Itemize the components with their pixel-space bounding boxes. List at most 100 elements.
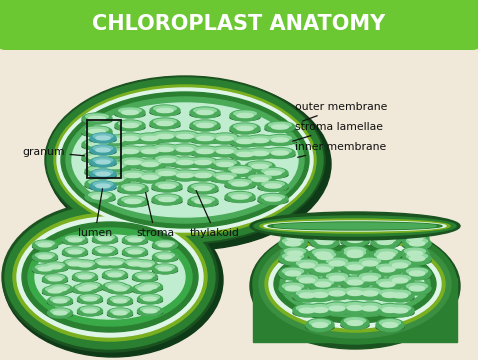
Ellipse shape [315, 267, 331, 272]
Ellipse shape [152, 194, 182, 205]
Ellipse shape [96, 160, 110, 164]
Ellipse shape [376, 294, 404, 301]
Ellipse shape [341, 302, 369, 315]
Ellipse shape [47, 308, 73, 318]
Ellipse shape [89, 129, 105, 134]
Ellipse shape [107, 177, 123, 181]
Ellipse shape [86, 153, 108, 158]
Ellipse shape [195, 186, 211, 190]
Ellipse shape [380, 305, 401, 311]
Ellipse shape [154, 106, 176, 111]
Ellipse shape [152, 252, 177, 262]
Ellipse shape [258, 167, 288, 179]
Ellipse shape [287, 251, 303, 256]
Ellipse shape [252, 165, 268, 168]
Ellipse shape [232, 169, 248, 173]
Ellipse shape [197, 136, 213, 141]
Ellipse shape [341, 276, 369, 289]
Ellipse shape [154, 132, 176, 137]
Ellipse shape [93, 146, 113, 150]
Ellipse shape [195, 161, 211, 165]
Ellipse shape [73, 272, 98, 282]
Ellipse shape [249, 175, 271, 180]
Ellipse shape [299, 278, 315, 283]
Ellipse shape [190, 112, 220, 117]
Ellipse shape [377, 225, 393, 229]
Ellipse shape [108, 300, 132, 306]
Ellipse shape [262, 181, 284, 186]
Ellipse shape [214, 147, 236, 152]
Ellipse shape [341, 246, 369, 259]
Ellipse shape [245, 148, 275, 159]
Ellipse shape [245, 161, 275, 172]
Ellipse shape [122, 136, 138, 141]
Ellipse shape [217, 175, 233, 180]
Ellipse shape [82, 126, 112, 137]
Ellipse shape [90, 185, 116, 190]
Ellipse shape [359, 288, 380, 294]
Ellipse shape [73, 276, 98, 282]
Ellipse shape [86, 140, 108, 145]
Ellipse shape [373, 278, 401, 291]
Ellipse shape [315, 222, 336, 228]
Ellipse shape [311, 256, 339, 263]
Ellipse shape [100, 148, 130, 159]
Ellipse shape [376, 303, 404, 316]
Ellipse shape [376, 319, 404, 332]
Ellipse shape [293, 279, 321, 287]
Ellipse shape [345, 303, 366, 309]
Ellipse shape [258, 194, 288, 204]
Ellipse shape [371, 256, 399, 263]
Ellipse shape [230, 127, 260, 134]
Ellipse shape [192, 184, 214, 189]
Ellipse shape [156, 253, 174, 257]
Ellipse shape [128, 262, 142, 266]
Ellipse shape [108, 284, 132, 294]
Ellipse shape [210, 133, 240, 144]
Ellipse shape [194, 134, 216, 139]
Ellipse shape [43, 262, 67, 272]
Ellipse shape [407, 236, 423, 241]
Ellipse shape [293, 294, 321, 301]
Ellipse shape [390, 290, 411, 296]
Ellipse shape [177, 161, 193, 165]
Ellipse shape [76, 285, 94, 289]
Ellipse shape [38, 243, 52, 247]
Ellipse shape [102, 282, 128, 292]
Ellipse shape [265, 139, 295, 145]
Ellipse shape [113, 287, 127, 291]
Ellipse shape [47, 288, 73, 293]
Ellipse shape [13, 213, 207, 341]
Bar [87, 120, 121, 178]
Ellipse shape [299, 263, 315, 268]
Ellipse shape [122, 149, 138, 154]
Ellipse shape [373, 248, 401, 261]
Ellipse shape [174, 145, 196, 150]
Ellipse shape [265, 148, 295, 158]
Ellipse shape [106, 259, 124, 264]
Ellipse shape [315, 252, 336, 258]
Ellipse shape [82, 130, 112, 136]
Bar [5, 22, 473, 42]
Ellipse shape [323, 307, 351, 314]
Ellipse shape [313, 279, 334, 285]
Ellipse shape [190, 146, 220, 157]
Ellipse shape [96, 148, 110, 152]
Ellipse shape [371, 220, 399, 234]
Ellipse shape [234, 124, 256, 129]
Ellipse shape [93, 238, 118, 244]
Ellipse shape [190, 107, 220, 118]
Ellipse shape [406, 253, 427, 259]
Ellipse shape [89, 180, 111, 184]
Ellipse shape [252, 177, 268, 181]
Ellipse shape [174, 132, 196, 137]
Ellipse shape [118, 170, 148, 181]
Ellipse shape [194, 108, 216, 113]
Ellipse shape [152, 185, 182, 192]
Ellipse shape [309, 233, 337, 246]
Ellipse shape [104, 162, 126, 167]
Ellipse shape [118, 196, 148, 207]
Ellipse shape [406, 238, 427, 244]
Ellipse shape [86, 127, 108, 132]
Ellipse shape [141, 283, 159, 287]
